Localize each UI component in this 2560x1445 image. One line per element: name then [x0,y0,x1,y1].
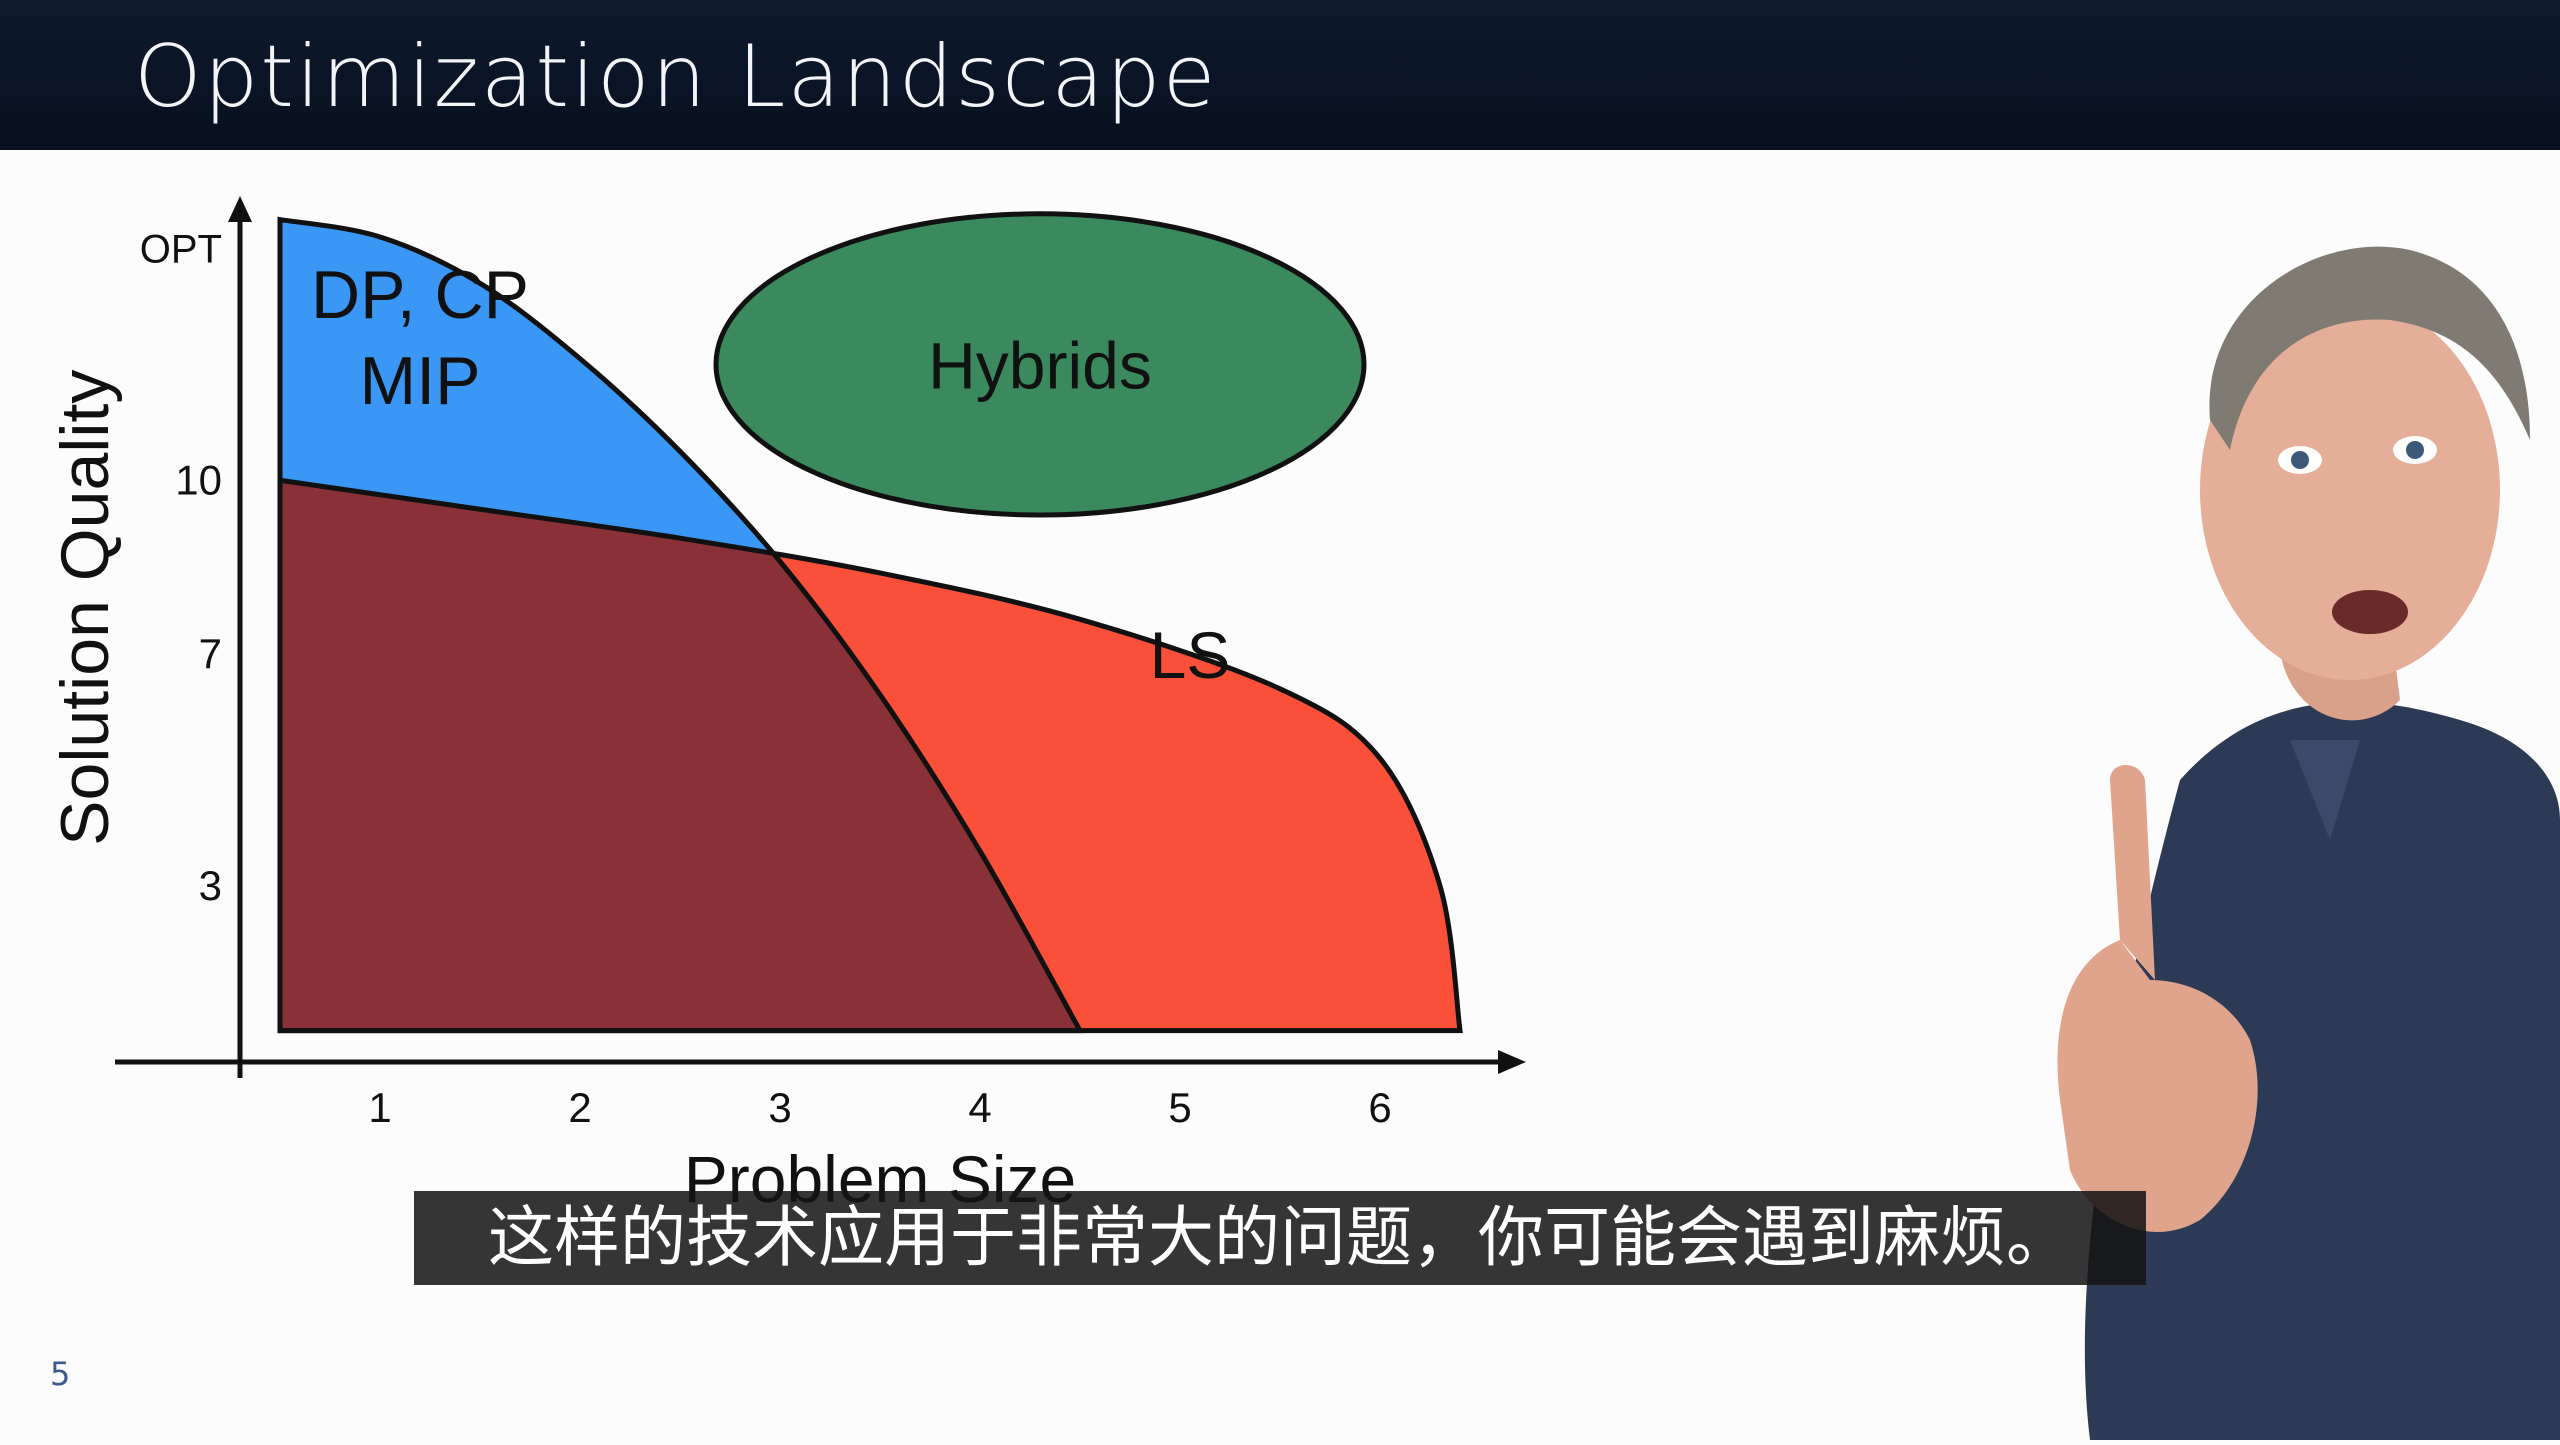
slide-title: Optimization Landscape [134,27,1218,127]
exact-methods-label-line: MIP [360,343,481,419]
presenter-shirt [2084,702,2560,1440]
x-tick-label: 1 [368,1084,391,1131]
hybrids-ellipse [713,211,1367,518]
y-tick-label: 3 [199,862,222,909]
exact-methods-outline [277,216,1085,1034]
exact-methods-label: DP, CP MIP [311,257,529,419]
exact-methods-label-line: DP, CP [311,257,529,333]
subtitle-caption: 这样的技术应用于非常大的问题，你可能会遇到麻烦。 [414,1191,2146,1285]
x-tick-label: 5 [1168,1084,1191,1131]
title-bar: Optimization Landscape [0,0,2560,150]
presenter-hand [2057,940,2258,1232]
y-axis-title: Solution Quality [47,370,123,846]
hybrids-label: Hybrids [928,328,1152,402]
y-tick-label: OPT [140,228,222,272]
overlap-area [280,480,1080,1031]
presenter-figure [2057,246,2560,1440]
chart-area: Hybrids DP, CP MIP LS 1 2 3 4 5 6 3 7 10 OPT Problem S… [0,150,2560,1440]
x-tick-label: 4 [968,1084,991,1131]
presenter-hair [2209,246,2530,450]
local-search-outline [277,477,1463,1034]
x-tick-label: 6 [1368,1084,1391,1131]
x-tick-label: 2 [568,1084,591,1131]
x-tick-label: 3 [768,1084,791,1131]
page-number: 5 [50,1355,71,1393]
y-tick-label: 7 [199,630,222,677]
local-search-label: LS [1150,618,1231,692]
x-axis-arrow [1498,1050,1526,1074]
presenter-head [2200,300,2500,680]
y-axis-arrow [228,196,252,222]
y-tick-label: 10 [175,456,222,503]
